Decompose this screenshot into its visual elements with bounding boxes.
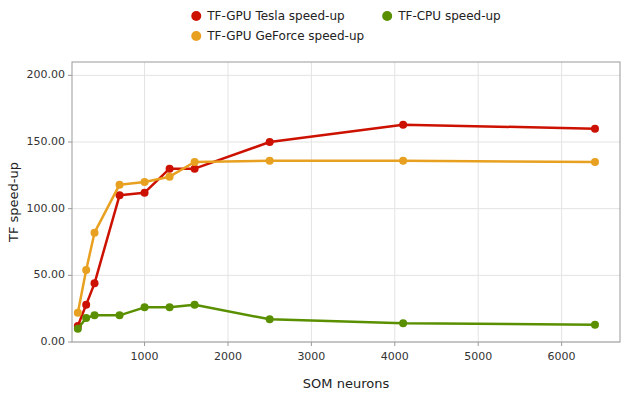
x-tick xyxy=(478,342,479,346)
x-tick-label: 4000 xyxy=(381,350,409,363)
series-marker xyxy=(141,303,149,311)
series-marker xyxy=(591,125,599,133)
grid-line xyxy=(144,62,145,342)
y-tick-label: 150.00 xyxy=(27,135,66,148)
x-tick xyxy=(227,342,228,346)
series-marker xyxy=(91,279,99,287)
series-marker xyxy=(399,121,407,129)
series-marker xyxy=(166,173,174,181)
series-marker xyxy=(141,178,149,186)
x-tick xyxy=(311,342,312,346)
series-marker xyxy=(91,229,99,237)
series-line xyxy=(78,305,595,329)
plot-area xyxy=(74,121,599,333)
series-marker xyxy=(91,311,99,319)
x-tick-label: 2000 xyxy=(214,350,242,363)
x-axis-label: SOM neurons xyxy=(303,376,390,391)
grid-line xyxy=(72,75,620,76)
grid-line xyxy=(394,62,395,342)
legend: TF-GPU Tesla speed-up TF-GPU GeForce spee… xyxy=(191,9,501,43)
x-tick xyxy=(561,342,562,346)
series-marker xyxy=(116,311,124,319)
x-tick-label: 1000 xyxy=(131,350,159,363)
legend-item: TF-CPU speed-up xyxy=(382,9,501,23)
legend-label: TF-GPU GeForce speed-up xyxy=(206,29,364,43)
axes: 0.00 50.00 100.00 150.00 200.00 1000 2000 3000 4… xyxy=(27,68,576,363)
series-marker xyxy=(166,165,174,173)
y-tick-label: 200.00 xyxy=(27,68,66,81)
y-tick-label: 0.00 xyxy=(41,335,66,348)
legend-swatch xyxy=(191,31,201,41)
y-axis-label: TF speed-up xyxy=(6,162,21,243)
y-tick xyxy=(68,142,72,143)
x-tick-label: 3000 xyxy=(297,350,325,363)
x-tick-label: 5000 xyxy=(464,350,492,363)
legend-swatch xyxy=(382,11,392,21)
series-marker xyxy=(141,189,149,197)
legend-swatch xyxy=(191,11,201,21)
series-marker xyxy=(191,301,199,309)
legend-item: TF-GPU GeForce speed-up xyxy=(191,29,364,43)
series-marker xyxy=(266,138,274,146)
y-tick xyxy=(68,275,72,276)
series-line xyxy=(78,125,595,326)
grid xyxy=(72,62,620,342)
y-tick xyxy=(68,75,72,76)
legend-item: TF-GPU Tesla speed-up xyxy=(191,9,344,23)
series-marker xyxy=(266,157,274,165)
grid-line xyxy=(72,142,620,143)
series-marker xyxy=(591,321,599,329)
series-marker xyxy=(116,181,124,189)
series-marker xyxy=(399,157,407,165)
x-tick xyxy=(394,342,395,346)
grid-line xyxy=(72,208,620,209)
series-marker xyxy=(191,158,199,166)
grid-line xyxy=(311,62,312,342)
x-tick xyxy=(144,342,145,346)
x-tick-label: 6000 xyxy=(548,350,576,363)
grid-line xyxy=(478,62,479,342)
series-marker xyxy=(166,303,174,311)
chart: 0.00 50.00 100.00 150.00 200.00 1000 2000 3000 4… xyxy=(0,0,640,400)
y-tick-label: 50.00 xyxy=(34,268,66,281)
grid-line xyxy=(72,275,620,276)
plot-frame xyxy=(72,62,620,342)
series-line xyxy=(78,161,595,313)
series-marker xyxy=(82,301,90,309)
y-tick-label: 100.00 xyxy=(27,202,66,215)
y-tick xyxy=(68,342,72,343)
y-tick xyxy=(68,208,72,209)
series-marker xyxy=(74,309,82,317)
legend-label: TF-GPU Tesla speed-up xyxy=(206,9,344,23)
series-marker xyxy=(266,315,274,323)
grid-line xyxy=(561,62,562,342)
series-marker xyxy=(399,319,407,327)
series-marker xyxy=(591,158,599,166)
series-marker xyxy=(82,266,90,274)
grid-line xyxy=(227,62,228,342)
series-marker xyxy=(82,314,90,322)
series-marker xyxy=(74,325,82,333)
legend-label: TF-CPU speed-up xyxy=(397,9,501,23)
